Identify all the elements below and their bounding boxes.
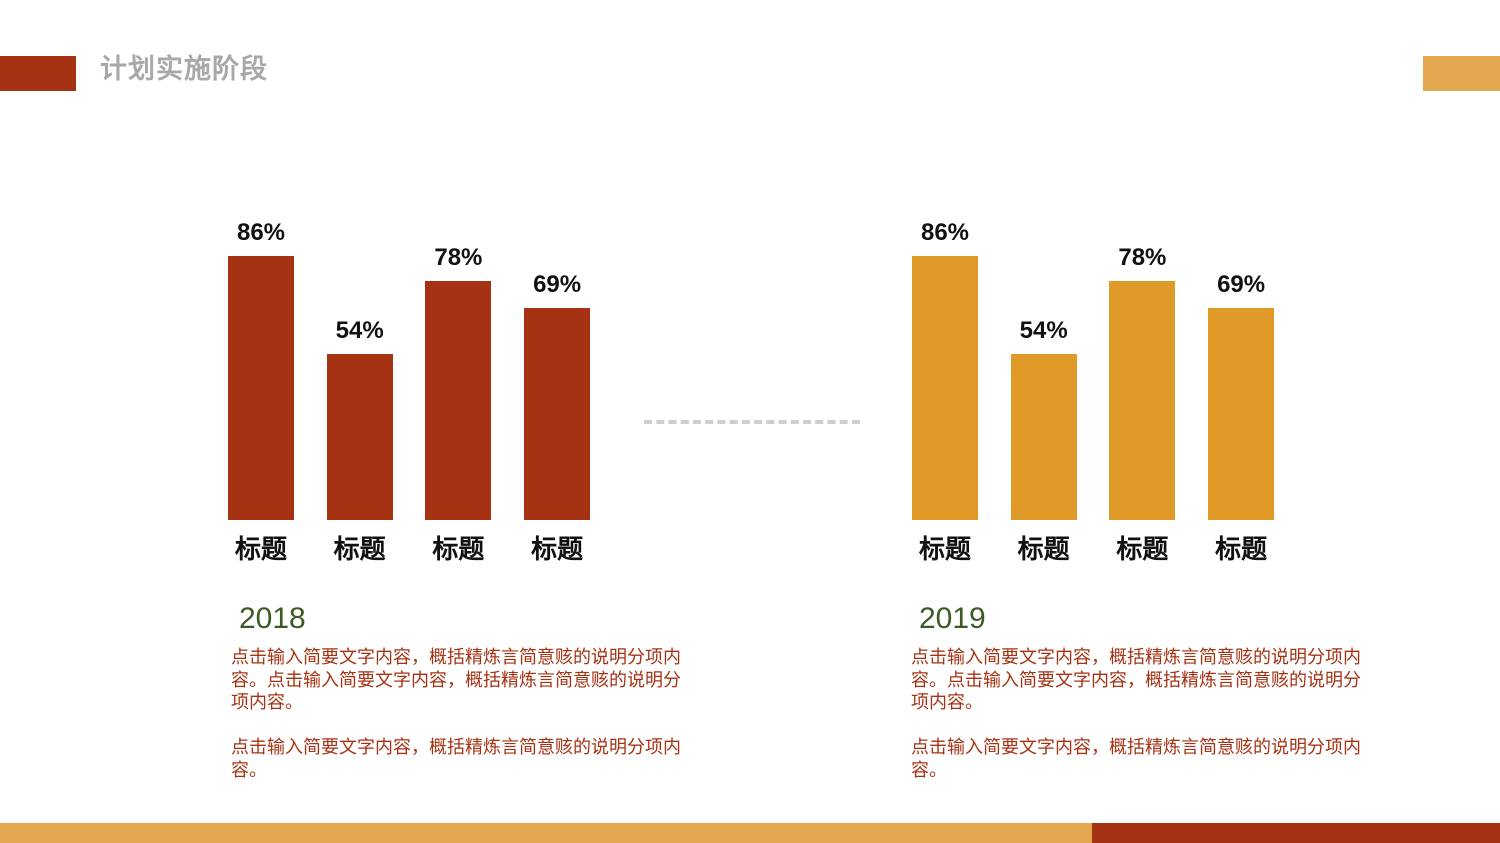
- data-label: 78%: [434, 243, 483, 271]
- footer-bar-light: [0, 823, 1092, 843]
- data-label: 54%: [1019, 317, 1068, 345]
- bar: [425, 280, 492, 520]
- category-label: 标题: [432, 535, 485, 565]
- description-2018-paragraph-2: 点击输入简要文字内容，概括精炼言简意赅的说明分项内容。: [231, 737, 681, 781]
- bar: [1208, 308, 1275, 520]
- category-label: 标题: [918, 535, 971, 565]
- category-label: 标题: [333, 535, 386, 565]
- year-label-2018: 2018: [239, 602, 306, 635]
- footer-bar-dark: [1092, 823, 1500, 843]
- description-2019-paragraph-2: 点击输入简要文字内容，概括精炼言简意赅的说明分项内容。: [911, 737, 1361, 781]
- description-2019-paragraph-1: 点击输入简要文字内容，概括精炼言简意赅的说明分项内容。点击输入简要文字内容，概括…: [911, 647, 1361, 713]
- bar: [228, 255, 294, 520]
- data-label: 78%: [1118, 243, 1167, 271]
- bar: [326, 354, 393, 520]
- category-label: 标题: [1017, 535, 1070, 565]
- header-accent-left: [0, 56, 76, 91]
- data-label: 69%: [533, 271, 582, 299]
- description-2018-paragraph-1: 点击输入简要文字内容，概括精炼言简意赅的说明分项内容。点击输入简要文字内容，概括…: [231, 647, 681, 713]
- data-label: 54%: [335, 317, 384, 345]
- data-label: 86%: [236, 218, 286, 246]
- data-label: 69%: [1217, 271, 1266, 299]
- bar: [1010, 354, 1077, 520]
- bar: [1109, 280, 1176, 520]
- dashed-divider: [644, 420, 860, 424]
- year-label-2019: 2019: [919, 602, 986, 635]
- category-label: 标题: [1116, 535, 1169, 565]
- category-label: 标题: [234, 535, 287, 565]
- category-label: 标题: [1215, 535, 1268, 565]
- data-label: 86%: [920, 218, 970, 246]
- page-title: 计划实施阶段: [100, 54, 268, 85]
- bar: [912, 255, 978, 520]
- category-label: 标题: [531, 535, 584, 565]
- bar: [524, 308, 591, 520]
- header-accent-right: [1423, 56, 1500, 91]
